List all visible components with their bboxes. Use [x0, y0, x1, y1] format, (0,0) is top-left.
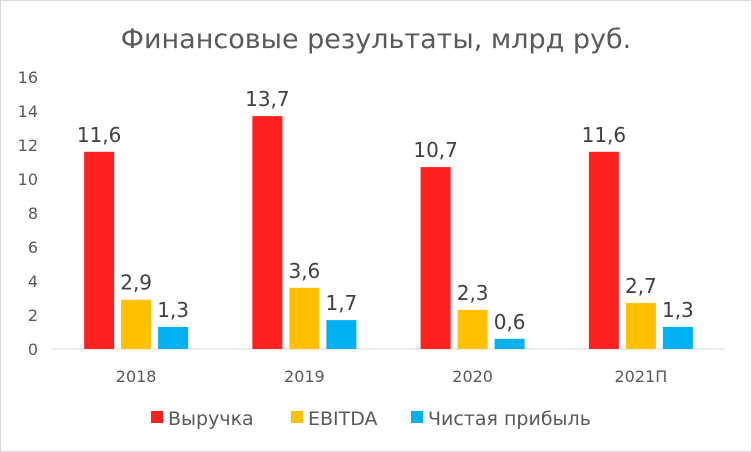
legend-item[interactable]: EBITDA	[291, 408, 378, 430]
legend-item[interactable]: Чистая прибыль	[411, 408, 591, 430]
y-tick-label: 4	[28, 272, 38, 291]
y-tick-label: 8	[28, 204, 38, 223]
data-label: 2,7	[625, 274, 657, 298]
x-axis: 2018 2019 2020 2021П	[52, 348, 725, 386]
legend-label: Выручка	[168, 408, 254, 430]
y-tick-label: 14	[18, 102, 38, 121]
bar[interactable]	[457, 309, 488, 349]
bar[interactable]	[588, 151, 619, 349]
legend-item[interactable]: Выручка	[151, 408, 254, 430]
bar[interactable]	[326, 320, 357, 349]
bar[interactable]	[121, 299, 152, 349]
y-tick-label: 16	[18, 68, 38, 87]
data-labels: 11,62,91,313,73,61,710,72,30,611,62,71,3	[77, 87, 694, 334]
data-label: 11,6	[77, 123, 122, 147]
data-label: 11,6	[582, 123, 627, 147]
chart-title: Финансовые результаты, млрд руб.	[121, 24, 632, 55]
x-tick-label: 2020	[452, 367, 493, 386]
legend-swatch	[291, 411, 303, 423]
x-tick-label: 2019	[284, 367, 325, 386]
y-axis: 0 2 4 6 8 10 12 14 16	[18, 68, 38, 359]
legend-swatch	[411, 411, 423, 423]
data-label: 2,3	[457, 281, 489, 305]
y-tick-label: 12	[18, 136, 38, 155]
bar[interactable]	[420, 167, 451, 349]
data-label: 2,9	[120, 271, 152, 295]
bars	[84, 116, 693, 349]
bar[interactable]	[494, 338, 525, 349]
data-label: 13,7	[245, 87, 290, 111]
bar[interactable]	[252, 116, 283, 349]
data-label: 1,3	[662, 298, 694, 322]
legend-label: Чистая прибыль	[428, 408, 591, 430]
legend-label: EBITDA	[308, 408, 378, 430]
data-label: 1,7	[325, 291, 357, 315]
data-label: 0,6	[494, 310, 526, 334]
data-label: 1,3	[157, 298, 189, 322]
y-tick-label: 10	[18, 170, 38, 189]
x-tick-label: 2021П	[615, 367, 668, 386]
bar[interactable]	[158, 326, 189, 349]
bar[interactable]	[625, 303, 656, 349]
y-tick-label: 6	[28, 238, 38, 257]
bar[interactable]	[662, 326, 693, 349]
bar[interactable]	[289, 287, 320, 349]
bar[interactable]	[84, 151, 115, 349]
data-label: 3,6	[288, 259, 320, 283]
x-tick-label: 2018	[116, 367, 157, 386]
y-tick-label: 0	[28, 340, 38, 359]
y-tick-label: 2	[28, 306, 38, 325]
data-label: 10,7	[413, 138, 458, 162]
legend[interactable]: Выручка EBITDA Чистая прибыль	[151, 408, 591, 430]
legend-swatch	[151, 411, 163, 423]
